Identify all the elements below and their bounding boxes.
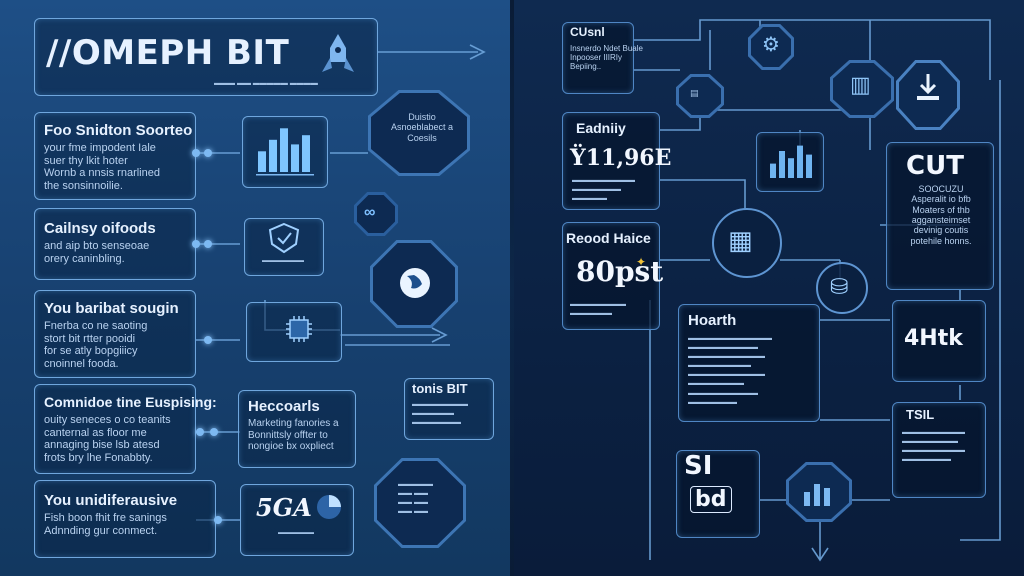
tsil-box [892, 402, 986, 498]
stats-icon [804, 484, 830, 506]
connector-dot [204, 240, 212, 248]
reood-heading: Reood Haice [566, 230, 651, 246]
globe-icon [400, 268, 430, 298]
table-octagon-lines: ▬▬▬▬▬ ▬▬ ▬▬ ▬▬ ▬▬ ▬▬ ▬▬ [398, 481, 433, 516]
chip-icon [286, 316, 312, 342]
bar-mark [797, 145, 803, 178]
download-icon [917, 74, 939, 100]
info-box-2-heading: Cailnsy oifoods [44, 220, 156, 237]
info-box-5-heading: You unidiferausive [44, 492, 178, 509]
bar-mark [788, 158, 794, 178]
sl-value: SI [684, 451, 713, 481]
cut-box [886, 142, 994, 290]
mid-text-box-body: Marketing fanories a Bonnittsly offter t… [248, 418, 339, 452]
bar-mark [280, 128, 288, 172]
cut-value: CUT [906, 151, 964, 181]
bar-mark [269, 139, 277, 172]
hoarth-box [678, 304, 820, 422]
small-octagon [354, 192, 398, 236]
mid-text-box-heading: Heccoarls [248, 398, 320, 415]
connector-dot [214, 516, 222, 524]
info-box-2-body: and aip bto senseoae orery caninbling. [44, 240, 150, 265]
bar-mark [291, 144, 299, 172]
info-box-3 [34, 290, 196, 378]
table-octagon [374, 458, 466, 548]
rocket-icon [318, 32, 358, 78]
stat-box-caption: ▬▬▬▬▬▬ [278, 530, 314, 536]
reood-lines: ▬▬▬▬▬▬▬▬ ▬▬▬▬▬▬ [570, 301, 626, 318]
info-box-3-body: Fnerba co ne saoting stort bit rtter poo… [44, 320, 148, 370]
info-box-5 [34, 480, 216, 558]
infinity-icon: ∞ [364, 204, 376, 221]
info-box-3-heading: You baribat sougin [44, 300, 179, 317]
bar-mark [779, 151, 785, 178]
connector-dot [204, 149, 212, 157]
reood-box [562, 222, 660, 330]
connector-dot [196, 428, 204, 436]
kpi-box [892, 300, 986, 382]
info-box-1 [34, 112, 196, 200]
stat-box-value: 5GA [256, 493, 312, 522]
info-box-4-body: ouity seneces o co teanits canternal as … [44, 414, 171, 464]
cut-body: SOOCUZU Asperalit io bfb Moaters of thb … [910, 184, 972, 246]
info-box-2 [34, 208, 196, 280]
bar-mark [806, 154, 812, 178]
eadnity-value: Ÿ11,96E [570, 145, 672, 171]
eadnity-heading: Eadniiy [576, 120, 626, 136]
info-box-1-heading: Foo Snidton Soorteo [44, 122, 193, 139]
hoarth-heading: Hoarth [688, 312, 737, 329]
code-box [404, 378, 494, 440]
label-octagon-text: Duistio Asnoeblabect a Coesils [390, 112, 454, 143]
tablet-node [712, 208, 782, 278]
code-box-title: tonis BIT [412, 381, 468, 396]
info-box-5-body: Fish boon fhit fre sanings Adnnding gur … [44, 512, 167, 537]
header-subtitle-squiggle: ▬▬▬ ▬▬ ▬▬▬▬▬ ▬▬▬▬ [214, 80, 318, 87]
gear-octagon [748, 24, 794, 70]
connector-dot [192, 149, 200, 157]
bar-mark [770, 163, 776, 178]
tablet-icon: ▦ [728, 225, 753, 255]
mini-chart-icon [770, 145, 812, 178]
reood-value: 80pst [576, 255, 664, 288]
download-octagon [896, 60, 960, 130]
bar-mark [258, 151, 266, 172]
mid-text-box [238, 390, 356, 468]
tsil-heading: TSIL [906, 407, 935, 422]
info-box-4-heading: Comnidoe tine Euspising: [44, 394, 217, 410]
shield-icon [268, 222, 300, 254]
connector-dot [204, 336, 212, 344]
shield-box [244, 218, 324, 276]
eadnity-lines: ▬▬▬▬▬▬▬▬▬ ▬▬▬▬▬▬▬ ▬▬▬▬▬ [572, 177, 635, 203]
star-icon: ✦ [636, 255, 647, 269]
code-box-lines: ▬▬▬▬▬▬▬▬ ▬▬▬▬▬▬ ▬▬▬▬▬▬▬ [412, 401, 468, 427]
node-octagon-1-icon: ▤ [690, 88, 699, 98]
header-box [34, 18, 378, 96]
panel-divider [510, 0, 514, 576]
top-info-box-heading: CUsnl [570, 25, 605, 39]
database-icon: ⛁ [830, 274, 849, 299]
connector-dot [192, 240, 200, 248]
header-title: ∕∕OMEPH BIT [46, 33, 290, 73]
tsil-lines: ▬▬▬▬▬▬▬▬▬ ▬▬▬▬▬▬▬▬ ▬▬▬▬▬▬▬▬▬ ▬▬▬▬▬▬▬ [902, 429, 965, 464]
kpi-value: 4Htk [904, 326, 963, 351]
database-node [816, 262, 868, 314]
node-octagon-1 [676, 74, 724, 118]
bar-chart-icon [256, 128, 314, 176]
stat-box [240, 484, 354, 556]
gear-icon: ⚙ [762, 34, 780, 56]
top-info-box [562, 22, 634, 94]
shield-caption: ▬▬▬▬▬▬▬ [262, 258, 304, 264]
connector-dot [210, 428, 218, 436]
top-info-box-body: Insnerdo Ndet Buale Inpooser IIIRIy Bepi… [570, 44, 643, 72]
sl-sub: bd [690, 486, 732, 514]
eadnity-box [562, 112, 660, 210]
info-box-4 [34, 384, 196, 474]
bar-mark [302, 135, 310, 172]
server-octagon [830, 60, 894, 118]
server-icon: ▥ [850, 72, 871, 97]
pie-chart-icon [317, 495, 341, 519]
info-box-1-body: your fme impodent Iale suer thy lkit hot… [44, 142, 160, 192]
hoarth-lines: ▬▬▬▬▬▬▬▬▬▬▬▬ ▬▬▬▬▬▬▬▬▬▬ ▬▬▬▬▬▬▬▬▬▬▬ ▬▬▬▬▬▬▬… [688, 335, 772, 406]
label-octagon [368, 90, 470, 176]
